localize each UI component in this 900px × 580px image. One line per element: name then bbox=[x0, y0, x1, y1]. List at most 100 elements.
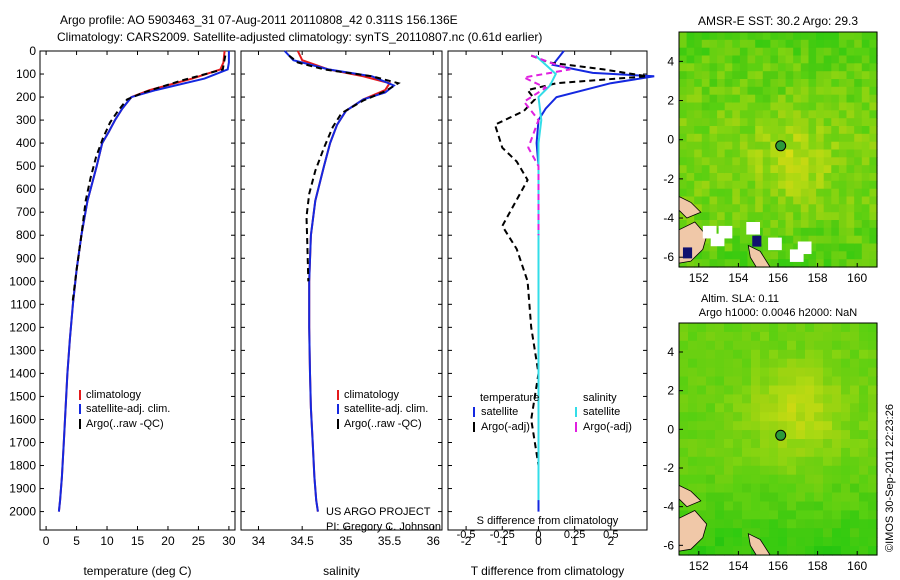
map-cell bbox=[850, 510, 860, 520]
map-cell bbox=[816, 149, 825, 158]
map-cell bbox=[846, 165, 855, 174]
map-cell bbox=[724, 492, 734, 502]
map-cell bbox=[724, 126, 733, 135]
map-cell bbox=[770, 141, 779, 151]
temperature-profile-chart: 0 5 10 15 20 25 300100200300400500600700800900… bbox=[9, 44, 236, 578]
map-cell bbox=[816, 251, 825, 260]
y-tick-label: 200 bbox=[16, 90, 36, 104]
map-cell bbox=[709, 39, 718, 49]
map-cell bbox=[679, 165, 688, 174]
map-cell bbox=[814, 519, 824, 529]
map-cell bbox=[868, 519, 878, 529]
map-cell bbox=[701, 71, 710, 80]
map-cell bbox=[787, 492, 797, 502]
map-cell bbox=[733, 394, 743, 404]
map-cell bbox=[823, 394, 833, 404]
map-cell bbox=[846, 126, 855, 135]
map-cell bbox=[694, 32, 703, 41]
map-cell bbox=[869, 259, 878, 268]
map-cell bbox=[838, 157, 848, 166]
map-cell bbox=[679, 349, 689, 360]
map-cell bbox=[854, 141, 863, 151]
map-cell bbox=[733, 403, 743, 413]
map-cell bbox=[770, 259, 779, 268]
map-cell bbox=[778, 412, 788, 422]
map-cell bbox=[706, 340, 716, 351]
y-tick-label: 2 bbox=[667, 94, 674, 108]
map-cell bbox=[823, 465, 833, 476]
map-cell bbox=[823, 47, 832, 57]
map-cell bbox=[742, 447, 752, 458]
map-cell bbox=[808, 71, 817, 80]
x2-tick-label: 0.5 bbox=[603, 529, 618, 541]
map-cell bbox=[787, 340, 797, 351]
map-cell bbox=[796, 367, 806, 378]
map-cell bbox=[762, 204, 771, 213]
map-cell bbox=[706, 501, 716, 511]
map-cell bbox=[805, 376, 815, 386]
map-cell bbox=[724, 243, 733, 252]
map-cell bbox=[787, 447, 797, 458]
map-cell bbox=[709, 180, 718, 190]
map-cell bbox=[841, 421, 851, 431]
map-cell bbox=[800, 220, 809, 229]
map-cell bbox=[831, 157, 840, 166]
map-cell bbox=[733, 519, 743, 529]
map-cell bbox=[679, 39, 688, 49]
map-cell bbox=[787, 385, 797, 395]
map-cell bbox=[785, 110, 794, 119]
map-cell bbox=[854, 63, 863, 72]
y-tick-label: 700 bbox=[16, 205, 36, 219]
map-cell bbox=[679, 510, 689, 520]
map-cell bbox=[747, 204, 756, 213]
map-cell bbox=[760, 367, 770, 378]
y-tick-label: -4 bbox=[663, 500, 674, 514]
map-cell bbox=[732, 212, 741, 221]
map-cell bbox=[787, 367, 797, 378]
map-cell bbox=[739, 71, 749, 80]
map-cell bbox=[679, 385, 689, 395]
map-cell bbox=[785, 63, 794, 72]
map-cell bbox=[850, 430, 860, 440]
map-cell bbox=[814, 501, 824, 511]
map-cell bbox=[715, 403, 725, 413]
y-tick-label: 1000 bbox=[9, 274, 36, 288]
x-tick-label: 34.5 bbox=[290, 534, 314, 548]
map-cell bbox=[733, 367, 743, 378]
map-cell bbox=[679, 102, 688, 111]
map-cell bbox=[732, 118, 741, 127]
map-cell bbox=[715, 323, 725, 333]
map-cell bbox=[805, 385, 815, 395]
map-cell bbox=[823, 456, 833, 467]
map-cell bbox=[709, 71, 718, 80]
map-cell bbox=[808, 126, 817, 135]
map-cell bbox=[838, 188, 848, 198]
map-cell bbox=[832, 528, 842, 538]
map-cell bbox=[859, 492, 869, 502]
map-cell bbox=[751, 519, 761, 529]
map-cell bbox=[793, 188, 802, 198]
map-cell bbox=[805, 394, 815, 404]
map-cell bbox=[816, 165, 825, 174]
map-cell bbox=[755, 165, 764, 174]
credit-text: US ARGO PROJECT bbox=[326, 506, 431, 518]
map-cell bbox=[739, 157, 749, 166]
map-cell bbox=[709, 220, 718, 229]
map-cell bbox=[778, 180, 787, 190]
map-cell bbox=[762, 86, 771, 96]
map-cell bbox=[733, 376, 743, 386]
map-cell bbox=[742, 403, 752, 413]
map-cell bbox=[739, 243, 749, 252]
map-cell bbox=[679, 340, 689, 351]
map-cell bbox=[778, 79, 787, 88]
map-cell bbox=[850, 519, 860, 529]
map-cell bbox=[709, 126, 718, 135]
map-cell bbox=[778, 331, 788, 342]
map-cell bbox=[838, 94, 848, 104]
map-cell bbox=[823, 259, 832, 268]
map-cell bbox=[800, 204, 809, 213]
map-cell bbox=[755, 63, 764, 72]
map-cell bbox=[706, 528, 716, 538]
map-cell bbox=[793, 212, 802, 221]
map-cell bbox=[846, 141, 855, 151]
